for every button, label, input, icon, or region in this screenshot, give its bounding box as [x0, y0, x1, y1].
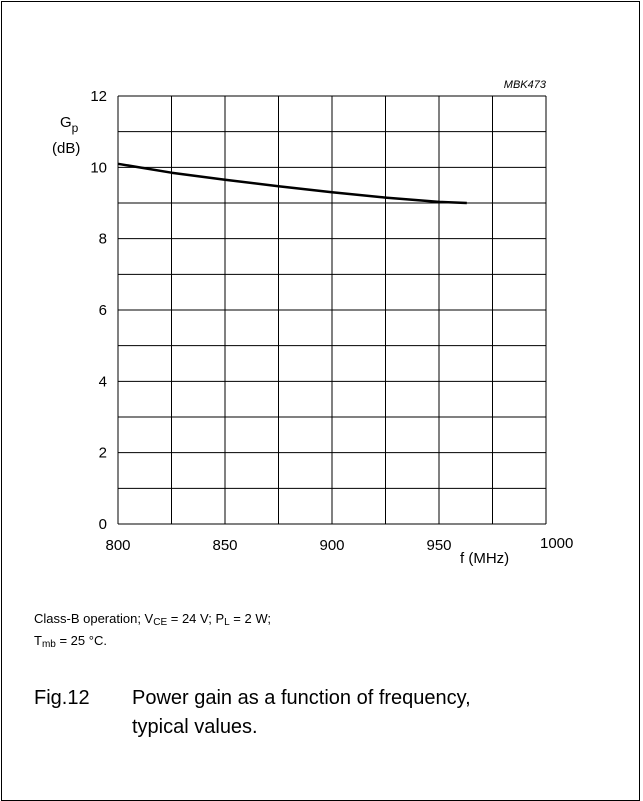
y-tick-label: 4 — [99, 373, 107, 390]
figure-number: Fig.12 — [34, 687, 90, 709]
x-tick-label: 950 — [426, 537, 451, 554]
grid — [117, 95, 547, 525]
y-tick-label: 2 — [99, 445, 107, 462]
y-axis-unit: (dB) — [52, 140, 80, 157]
y-tick-label: 10 — [90, 159, 107, 176]
y-tick-label: 6 — [99, 302, 107, 319]
x-tick-label: 850 — [212, 537, 237, 554]
x-tick-label: 900 — [319, 537, 344, 554]
conditions-line-1: Class-B operation; VCE = 24 V; PL = 2 W; — [34, 611, 271, 628]
y-axis-symbol-sub: p — [72, 121, 79, 135]
x-tick-label: 800 — [105, 537, 130, 554]
y-tick-label: 12 — [90, 88, 107, 105]
caption-text-1: Power gain as a function of frequency, — [132, 687, 471, 709]
power-gain-curve — [117, 162, 467, 205]
plot-area — [117, 162, 467, 205]
caption-line-2: typical values. — [132, 716, 258, 738]
test-conditions: Class-B operation; VCE = 24 V; PL = 2 W;… — [34, 610, 271, 654]
x-axis-label: f (MHz) — [460, 550, 509, 567]
y-axis-symbol-main: G — [60, 114, 72, 131]
x-tick-label: 1000 — [540, 535, 573, 552]
figure-caption: Fig.12 Power gain as a function of freque… — [34, 684, 471, 742]
figure-code: MBK473 — [504, 79, 547, 91]
y-axis-symbol: Gp — [60, 114, 79, 135]
y-tick-label: 8 — [99, 231, 107, 248]
caption-line-1: Fig.12 Power gain as a function of freque… — [34, 684, 471, 713]
y-tick-label: 0 — [99, 516, 107, 533]
conditions-line-2: Tmb = 25 °C. — [34, 633, 107, 650]
